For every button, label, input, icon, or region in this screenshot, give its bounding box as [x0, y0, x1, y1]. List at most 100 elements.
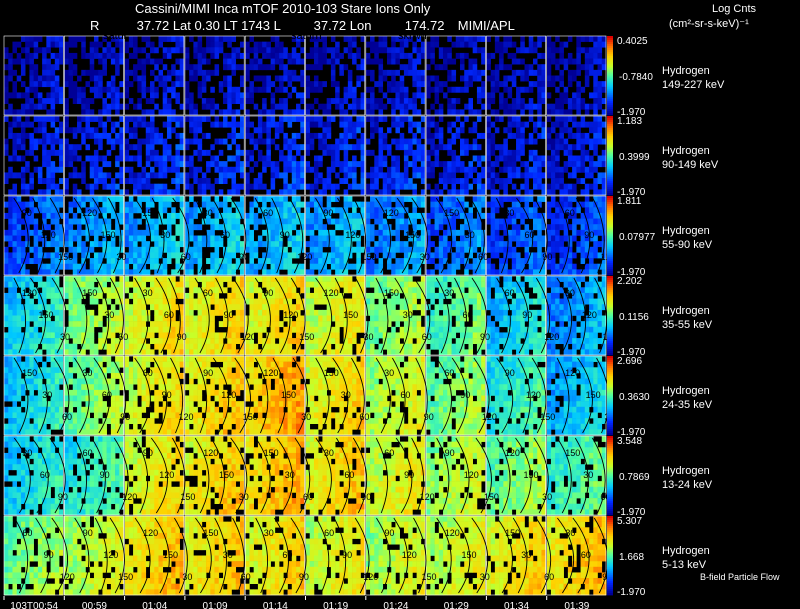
heatmap-cell [520, 121, 525, 128]
heatmap-cell [68, 58, 74, 65]
heatmap-cell [274, 276, 280, 282]
heatmap-cell [89, 241, 95, 248]
heatmap-cell [210, 315, 215, 322]
heatmap-cell [503, 138, 508, 145]
heatmap-cell [253, 212, 259, 219]
heatmap-cell [93, 161, 99, 168]
heatmap-cell [37, 276, 43, 282]
heatmap-cell [4, 246, 9, 253]
heatmap-cell [235, 224, 241, 231]
heatmap-cell [145, 172, 151, 179]
heatmap-cell [189, 349, 194, 356]
heatmap-cell [511, 212, 517, 219]
heatmap-cell [386, 127, 392, 134]
heatmap-cell [584, 166, 590, 173]
heatmap-cell [59, 298, 64, 305]
heatmap-cell [166, 252, 172, 259]
heatmap-cell [59, 189, 64, 196]
heatmap-cell [141, 258, 147, 265]
heatmap-cell [245, 69, 250, 76]
heatmap-cell [499, 241, 504, 248]
heatmap-cell [166, 235, 172, 242]
heatmap-cell [166, 132, 172, 139]
heatmap-cell [235, 287, 241, 294]
heatmap-cell [374, 47, 379, 54]
heatmap-cell [257, 64, 263, 71]
heatmap-cell [162, 75, 168, 82]
heatmap-panel [3, 115, 64, 196]
heatmap-cell [468, 224, 473, 231]
heatmap-cell [85, 196, 91, 202]
heatmap-cell [81, 161, 86, 168]
heatmap-cell [447, 127, 452, 134]
heatmap-cell [476, 201, 482, 208]
heatmap-cell [218, 41, 224, 48]
heatmap-cell [42, 155, 47, 162]
heatmap-cell [197, 292, 203, 299]
heatmap-cell [266, 218, 271, 225]
heatmap-cell [8, 343, 13, 350]
heatmap-cell [597, 41, 603, 48]
heatmap-cell [399, 224, 405, 231]
heatmap-cell [206, 75, 211, 82]
heatmap-cell [443, 207, 448, 214]
heatmap-cell [119, 315, 124, 322]
heatmap-cell [235, 98, 241, 105]
heatmap-cell [563, 183, 569, 190]
heatmap-cell [309, 103, 315, 110]
heatmap-cell [20, 178, 26, 185]
heatmap-cell [25, 86, 30, 93]
heatmap-cell [72, 315, 78, 322]
heatmap-cell [447, 52, 452, 59]
heatmap-cell [106, 326, 112, 333]
heatmap-cell [64, 235, 69, 242]
heatmap-cell [137, 235, 142, 242]
heatmap-cell [245, 155, 250, 162]
heatmap-cell [347, 127, 353, 134]
heatmap-cell [239, 121, 245, 128]
heatmap-cell [231, 235, 237, 242]
heatmap-cell [403, 52, 409, 59]
heatmap-cell [8, 64, 13, 71]
heatmap-cell [412, 98, 417, 105]
heatmap-cell [382, 116, 388, 122]
heatmap-cell [494, 36, 500, 42]
heatmap-cell [426, 41, 431, 48]
heatmap-cell [137, 196, 142, 202]
heatmap-cell [335, 103, 340, 110]
heatmap-cell [296, 281, 301, 288]
heatmap-cell [434, 218, 440, 225]
heatmap-cell [426, 116, 431, 122]
heatmap-cell [119, 36, 124, 42]
heatmap-cell [93, 172, 99, 179]
heatmap-cell [227, 189, 232, 196]
heatmap-cell [572, 75, 577, 82]
heatmap-cell [158, 235, 164, 242]
heatmap-cell [352, 161, 357, 168]
heatmap-cell [89, 229, 95, 236]
heatmap-cell [223, 332, 228, 339]
heatmap-cell [206, 343, 211, 350]
heatmap-cell [171, 47, 176, 54]
heatmap-cell [476, 47, 482, 54]
heatmap-cell [420, 149, 426, 156]
heatmap-cell [486, 58, 491, 65]
heatmap-cell [231, 326, 237, 333]
heatmap-cell [239, 276, 245, 282]
heatmap-cell [141, 138, 147, 145]
heatmap-cell [175, 121, 180, 128]
heatmap-cell [326, 109, 332, 116]
heatmap-cell [110, 127, 116, 134]
heatmap-cell [68, 86, 74, 93]
heatmap-cell [64, 338, 69, 345]
heatmap-cell [438, 224, 444, 231]
heatmap-cell [102, 298, 107, 305]
heatmap-cell [426, 269, 431, 276]
heatmap-cell [25, 103, 30, 110]
heatmap-cell [124, 212, 130, 219]
heatmap-cell [443, 52, 448, 59]
heatmap-cell [447, 69, 452, 76]
heatmap-cell [270, 326, 276, 333]
heatmap-cell [451, 218, 457, 225]
heatmap-cell [391, 252, 396, 259]
